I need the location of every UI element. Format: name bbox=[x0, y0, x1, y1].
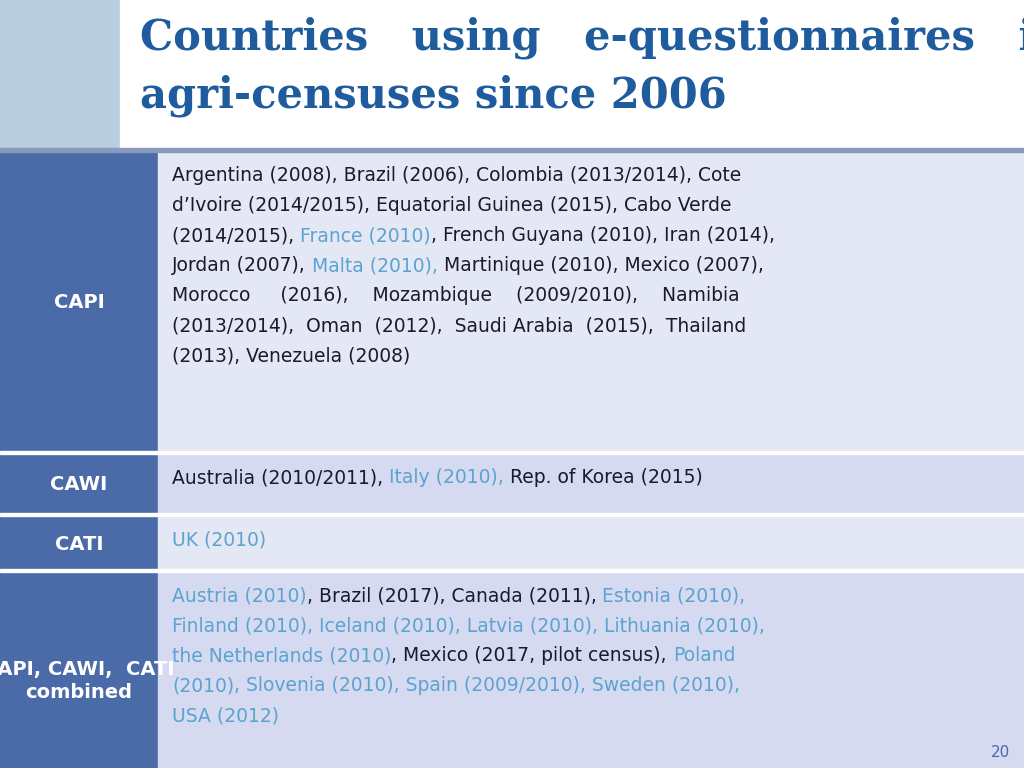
Text: (2010): (2010) bbox=[172, 676, 234, 695]
Bar bbox=[0, 572, 158, 768]
Text: Estonia (2010),: Estonia (2010), bbox=[602, 586, 745, 605]
Text: 20: 20 bbox=[991, 745, 1010, 760]
Text: UK (2010): UK (2010) bbox=[172, 530, 266, 549]
Text: Morocco     (2016),    Mozambique    (2009/2010),    Namibia: Morocco (2016), Mozambique (2009/2010), … bbox=[172, 286, 739, 305]
Bar bbox=[158, 152, 1024, 454]
Text: Poland: Poland bbox=[673, 646, 735, 665]
Bar bbox=[0, 454, 158, 516]
Text: Rep. of Korea (2015): Rep. of Korea (2015) bbox=[504, 468, 702, 487]
Text: agri-censuses since 2006: agri-censuses since 2006 bbox=[140, 74, 727, 118]
Bar bbox=[158, 572, 1024, 768]
Text: Countries   using   e-questionnaires   in: Countries using e-questionnaires in bbox=[140, 17, 1024, 59]
Text: Australia (2010/2011),: Australia (2010/2011), bbox=[172, 468, 389, 487]
Text: (2014/2015),: (2014/2015), bbox=[172, 226, 300, 245]
Text: CAPI, CAWI,  CATI
combined: CAPI, CAWI, CATI combined bbox=[0, 660, 175, 701]
Text: (2013/2014),  Oman  (2012),  Saudi Arabia  (2015),  Thailand: (2013/2014), Oman (2012), Saudi Arabia (… bbox=[172, 316, 746, 335]
Bar bbox=[0, 148, 1024, 152]
Text: Malta (2010),: Malta (2010), bbox=[311, 256, 437, 275]
Text: , Brazil (2017), Canada (2011),: , Brazil (2017), Canada (2011), bbox=[306, 586, 602, 605]
Text: Finland (2010), Iceland (2010), Latvia (2010), Lithuania (2010),: Finland (2010), Iceland (2010), Latvia (… bbox=[172, 616, 765, 635]
Text: , Slovenia (2010), Spain (2009/2010), Sweden (2010),: , Slovenia (2010), Spain (2009/2010), Sw… bbox=[234, 676, 740, 695]
Bar bbox=[0, 0, 120, 768]
Text: d’Ivoire (2014/2015), Equatorial Guinea (2015), Cabo Verde: d’Ivoire (2014/2015), Equatorial Guinea … bbox=[172, 196, 731, 215]
Bar bbox=[0, 152, 158, 454]
Text: USA (2012): USA (2012) bbox=[172, 706, 279, 725]
Text: CAWI: CAWI bbox=[50, 475, 108, 495]
Bar bbox=[158, 454, 1024, 516]
Text: the Netherlands (2010): the Netherlands (2010) bbox=[172, 646, 391, 665]
Text: France (2010): France (2010) bbox=[300, 226, 431, 245]
Text: Austria (2010): Austria (2010) bbox=[172, 586, 306, 605]
Text: Jordan (2007),: Jordan (2007), bbox=[172, 256, 311, 275]
Bar bbox=[0, 451, 1024, 454]
Text: (2013), Venezuela (2008): (2013), Venezuela (2008) bbox=[172, 346, 411, 365]
Bar bbox=[0, 569, 1024, 572]
Bar bbox=[0, 516, 158, 572]
Text: Argentina (2008), Brazil (2006), Colombia (2013/2014), Cote: Argentina (2008), Brazil (2006), Colombi… bbox=[172, 166, 741, 185]
Text: , French Guyana (2010), Iran (2014),: , French Guyana (2010), Iran (2014), bbox=[431, 226, 775, 245]
Text: Martinique (2010), Mexico (2007),: Martinique (2010), Mexico (2007), bbox=[437, 256, 764, 275]
Text: , Mexico (2017, pilot census),: , Mexico (2017, pilot census), bbox=[391, 646, 673, 665]
Text: Italy (2010),: Italy (2010), bbox=[389, 468, 504, 487]
Bar bbox=[158, 516, 1024, 572]
Bar bbox=[0, 513, 1024, 516]
Bar bbox=[120, 0, 1024, 148]
Text: CAPI: CAPI bbox=[53, 293, 104, 313]
Text: CATI: CATI bbox=[54, 535, 103, 554]
